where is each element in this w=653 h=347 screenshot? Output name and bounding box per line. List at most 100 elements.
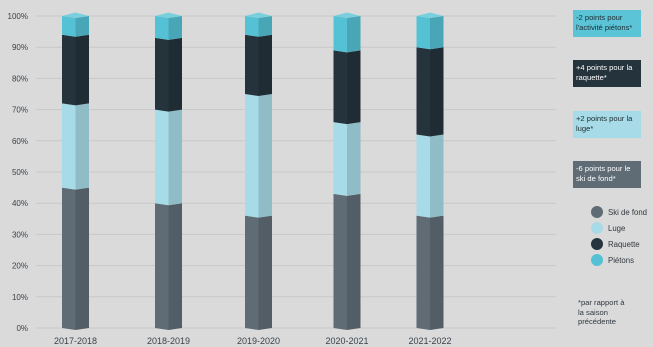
bar-segment-luge-2017-2018 xyxy=(62,103,89,190)
legend-item-luge: Luge xyxy=(591,220,647,236)
bar-segment-pietons-2021-2022 xyxy=(416,16,444,50)
bar-face-right xyxy=(75,103,89,190)
y-tick-label: 90% xyxy=(12,43,28,52)
bar-segment-pietons-2020-2021 xyxy=(333,16,361,53)
bar-face-left xyxy=(416,134,430,218)
y-tick-label: 20% xyxy=(12,262,28,271)
x-tick-label: 2019-2020 xyxy=(237,336,280,346)
y-tick-label: 30% xyxy=(12,230,28,239)
bar-face-left xyxy=(245,34,259,96)
bar-face-left xyxy=(333,50,347,125)
y-tick-label: 50% xyxy=(12,168,28,177)
bar-face-right xyxy=(430,215,444,330)
bar-face-right xyxy=(258,34,272,96)
bar-segment-raquette-2018-2019 xyxy=(155,37,182,112)
y-tick-label: 80% xyxy=(12,74,28,83)
bar-face-left xyxy=(155,37,169,112)
footnote: *par rapport à la saison précédente xyxy=(578,298,625,327)
bar-face-right xyxy=(75,187,89,330)
bar-segment-ski-de-fond-2017-2018 xyxy=(62,187,89,330)
annotation-pietons: -2 points pour l'activité piétons* xyxy=(573,10,641,37)
bar-face-left xyxy=(62,16,76,37)
y-tick-label: 40% xyxy=(12,199,28,208)
bar-segment-raquette-2019-2020 xyxy=(245,34,272,96)
bar-face-right xyxy=(347,50,361,125)
bar-face-right xyxy=(347,193,361,330)
bar-top-cap xyxy=(333,12,361,18)
annotation-ski-de-fond: -6 points pour le ski de fond* xyxy=(573,161,641,188)
legend: Ski de fond Luge Raquette Piétons xyxy=(591,204,647,268)
legend-swatch xyxy=(591,206,603,218)
x-tick-label: 2018-2019 xyxy=(147,336,190,346)
bar-top-cap xyxy=(62,12,89,18)
legend-label: Raquette xyxy=(608,239,640,249)
bar-segment-luge-2018-2019 xyxy=(155,109,182,206)
bar-face-right xyxy=(168,109,182,206)
bar-face-right xyxy=(168,37,182,112)
bar-face-right xyxy=(75,34,89,106)
legend-swatch xyxy=(591,254,603,266)
bar-segment-ski-de-fond-2018-2019 xyxy=(155,203,182,330)
bar-segment-ski-de-fond-2021-2022 xyxy=(416,215,444,330)
bar-face-left xyxy=(62,103,76,190)
legend-item-pietons: Piétons xyxy=(591,252,647,268)
bar-face-left xyxy=(416,16,430,50)
bar-top-cap xyxy=(245,12,272,18)
legend-item-ski-de-fond: Ski de fond xyxy=(591,204,647,220)
legend-swatch xyxy=(591,222,603,234)
x-tick-label: 2020-2021 xyxy=(325,336,368,346)
x-tick-label: 2017-2018 xyxy=(54,336,97,346)
bar-segment-raquette-2021-2022 xyxy=(416,47,444,137)
bar-segment-raquette-2020-2021 xyxy=(333,50,361,125)
y-tick-label: 10% xyxy=(12,293,28,302)
annotation-luge: +2 points pour la luge* xyxy=(573,111,641,138)
y-tick-label: 60% xyxy=(12,137,28,146)
bar-face-left xyxy=(245,215,259,330)
bar-face-left xyxy=(62,187,76,330)
bar-face-left xyxy=(155,16,169,40)
bar-2021-2022 xyxy=(416,12,444,330)
bar-face-left xyxy=(245,16,259,37)
bar-face-left xyxy=(155,109,169,206)
bar-face-right xyxy=(168,16,182,40)
legend-label: Ski de fond xyxy=(608,207,648,217)
bar-face-left xyxy=(416,215,430,330)
bar-segment-luge-2021-2022 xyxy=(416,134,444,218)
annotation-raquette: +4 points pour la raquette* xyxy=(573,60,641,87)
bar-2019-2020 xyxy=(245,12,272,330)
bar-face-right xyxy=(347,122,361,196)
bar-face-left xyxy=(155,203,169,330)
bar-segment-ski-de-fond-2019-2020 xyxy=(245,215,272,330)
bar-segment-ski-de-fond-2020-2021 xyxy=(333,193,361,330)
bar-2020-2021 xyxy=(333,12,361,330)
bar-face-left xyxy=(62,34,76,106)
bar-face-left xyxy=(333,193,347,330)
bar-face-left xyxy=(245,94,259,218)
bar-face-right xyxy=(258,94,272,218)
bar-segment-pietons-2019-2020 xyxy=(245,16,272,37)
legend-item-raquette: Raquette xyxy=(591,236,647,252)
bar-face-right xyxy=(430,47,444,137)
bar-face-right xyxy=(75,16,89,37)
y-tick-label: 70% xyxy=(12,106,28,115)
legend-label: Luge xyxy=(608,223,626,233)
bar-face-right xyxy=(430,16,444,50)
x-tick-label: 2021-2022 xyxy=(408,336,451,346)
bar-segment-pietons-2018-2019 xyxy=(155,16,182,40)
legend-label: Piétons xyxy=(608,255,635,265)
bar-segment-luge-2019-2020 xyxy=(245,94,272,218)
bar-face-left xyxy=(416,47,430,137)
bar-face-right xyxy=(258,215,272,330)
bar-face-left xyxy=(333,122,347,196)
bar-face-right xyxy=(168,203,182,330)
bar-face-right xyxy=(347,16,361,53)
bar-face-left xyxy=(333,16,347,53)
bar-face-right xyxy=(258,16,272,37)
bar-top-cap xyxy=(155,12,182,18)
legend-swatch xyxy=(591,238,603,250)
y-tick-label: 0% xyxy=(16,324,28,333)
bar-segment-pietons-2017-2018 xyxy=(62,16,89,37)
bar-2018-2019 xyxy=(155,12,182,330)
bar-2017-2018 xyxy=(62,12,89,330)
